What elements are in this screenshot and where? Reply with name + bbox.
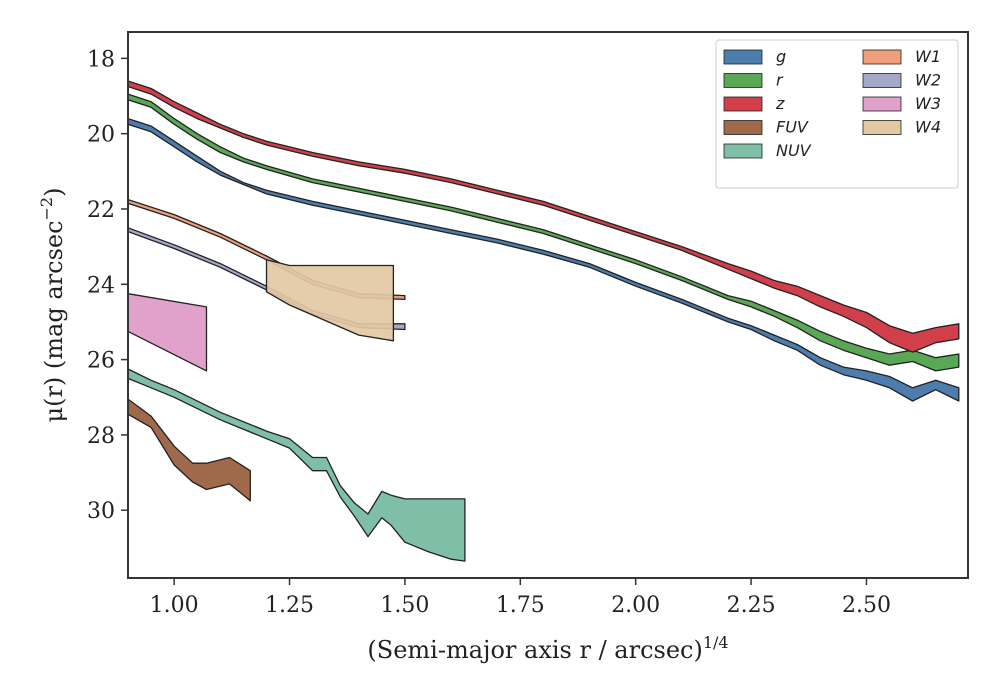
x-tick-label: 2.25 [727, 593, 776, 618]
legend-item-w3: W3 [862, 94, 941, 113]
x-tick-label: 1.00 [150, 593, 199, 618]
bands [128, 80, 960, 562]
x-tick-label: 1.50 [380, 593, 429, 618]
x-axis-label-exponent: 1/4 [703, 633, 729, 652]
y-tick-label: 30 [87, 499, 115, 524]
y-axis-label-exponent: −2 [37, 197, 56, 221]
legend-item-fuv: FUV [723, 118, 809, 137]
y-tick-label: 20 [87, 123, 115, 148]
legend-item-w1: W1 [862, 47, 941, 66]
x-tick-label: 2.50 [842, 593, 891, 618]
legend-label: W3 [915, 94, 941, 113]
band-r [128, 93, 960, 372]
legend-label: W4 [915, 118, 941, 137]
legend-swatch [723, 143, 763, 159]
x-axis: 1.00 1.25 1.50 1.75 2.00 2.25 2.50 [150, 578, 891, 618]
band-w1 [128, 198, 406, 301]
x-axis-label-text: (Semi-major axis r / arcsec) [367, 636, 702, 664]
y-tick-label: 24 [87, 273, 115, 298]
y-tick-label: 26 [87, 349, 115, 374]
y-axis-label-close: ) [40, 188, 68, 197]
legend-item-w2: W2 [862, 71, 941, 90]
legend-swatch [862, 73, 902, 88]
legend-label: g [776, 47, 786, 66]
band-fuv [128, 398, 251, 502]
y-axis-label: μ(r) (mag arcsec−2) [37, 188, 68, 423]
legend: grz FUV NUV W1 W2 W3 W4 [715, 39, 959, 189]
legend-swatch [723, 73, 763, 88]
plot-area [128, 80, 960, 562]
legend-label: W2 [915, 71, 941, 90]
legend-item-g: g [723, 47, 786, 66]
legend-label: NUV [776, 141, 812, 160]
legend-swatch [723, 120, 763, 135]
y-tick-label: 18 [87, 47, 115, 72]
y-tick-label: 22 [87, 198, 115, 223]
band-nuv [128, 368, 466, 562]
x-tick-label: 2.00 [611, 593, 660, 618]
legend-swatch [862, 120, 902, 135]
legend-swatch [862, 96, 902, 112]
x-tick-label: 1.75 [496, 593, 545, 618]
legend-swatch [862, 49, 902, 65]
legend-item-w4: W4 [862, 118, 941, 137]
x-tick-label: 1.25 [265, 593, 314, 618]
y-axis-label-text: μ(r) (mag arcsec [40, 220, 68, 422]
x-axis-label: (Semi-major axis r / arcsec)1/4 [367, 633, 728, 664]
legend-label: r [776, 71, 784, 90]
legend-swatch [723, 49, 763, 65]
legend-swatch [723, 96, 763, 112]
legend-item-r: r [723, 71, 784, 90]
legend-label: W1 [915, 47, 941, 66]
band-z [128, 80, 960, 353]
legend-label: FUV [776, 118, 809, 137]
band-g [128, 117, 960, 402]
y-tick-label: 28 [87, 424, 115, 449]
legend-item-nuv: NUV [723, 141, 812, 160]
y-axis: 18 20 22 24 26 28 30 [87, 47, 128, 524]
band-w4 [265, 259, 395, 342]
plot-frame [127, 31, 969, 579]
legend-item-z: z [723, 94, 785, 113]
band-w3 [128, 293, 208, 372]
band-w2 [128, 227, 406, 331]
legend-label: z [775, 94, 785, 113]
